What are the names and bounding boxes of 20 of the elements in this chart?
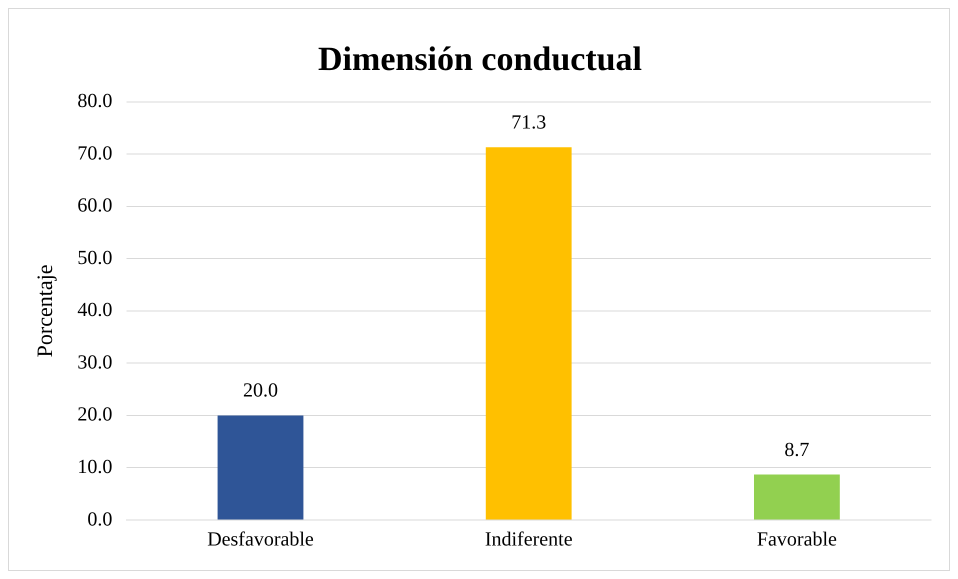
y-tick-label: 70.0 <box>77 142 112 164</box>
chart-title: Dimensión conductual <box>318 41 642 78</box>
x-tick-label: Favorable <box>756 528 837 550</box>
y-tick-label: 20.0 <box>77 404 112 426</box>
y-tick-label: 30.0 <box>77 351 112 374</box>
data-label: 71.3 <box>511 112 546 134</box>
x-tick-label: Indiferente <box>484 528 573 550</box>
bar <box>218 415 304 520</box>
bar <box>486 147 572 520</box>
y-tick-label: 60.0 <box>77 194 112 217</box>
y-tick-label: 10.0 <box>77 456 112 478</box>
bar <box>754 474 840 520</box>
y-tick-label: 40.0 <box>77 299 112 322</box>
data-label: 20.0 <box>243 380 278 402</box>
data-label: 8.7 <box>784 438 810 461</box>
y-tick-label: 50.0 <box>77 246 112 269</box>
y-axis-title: Porcentaje <box>32 264 57 358</box>
y-tick-label: 0.0 <box>87 508 112 530</box>
y-tick-label: 80.0 <box>77 90 112 112</box>
x-tick-label: Desfavorable <box>207 528 314 550</box>
